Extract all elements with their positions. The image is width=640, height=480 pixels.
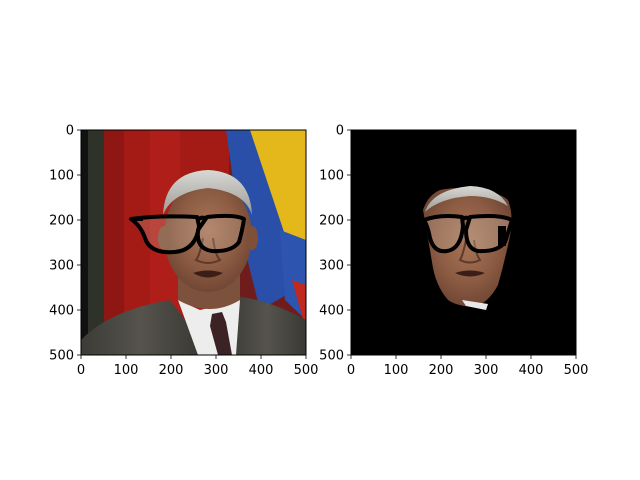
y-tick-label-left: 0 xyxy=(66,124,74,139)
x-tick-label-left: 0 xyxy=(77,363,85,378)
x-tick-label-right: 0 xyxy=(347,363,355,378)
x-tick-label-left: 200 xyxy=(159,363,184,378)
y-tick-label-right: 0 xyxy=(336,124,344,139)
y-tick-label-left: 500 xyxy=(49,349,74,364)
x-tick-label-left: 500 xyxy=(294,363,319,378)
y-ticks-right: 0 100 200 300 400 500 xyxy=(319,124,351,364)
x-ticks-left: 0 100 200 300 400 500 xyxy=(77,355,319,378)
y-tick-label-left: 300 xyxy=(49,259,74,274)
y-tick-label-right: 100 xyxy=(319,169,344,184)
y-tick-label-right: 300 xyxy=(319,259,344,274)
y-tick-label-left: 100 xyxy=(49,169,74,184)
x-tick-label-left: 400 xyxy=(249,363,274,378)
x-tick-label-right: 200 xyxy=(429,363,454,378)
x-tick-label-right: 500 xyxy=(564,363,589,378)
x-tick-label-right: 300 xyxy=(474,363,499,378)
axes-frame-left xyxy=(80,129,307,356)
axes-frame-right xyxy=(350,129,577,356)
axes-original-photo: 0 100 200 300 400 500 0 100 200 300 400 500 xyxy=(49,124,318,379)
x-ticks-right: 0 100 200 300 400 500 xyxy=(347,355,589,378)
x-tick-label-right: 400 xyxy=(519,363,544,378)
segmented-face-image xyxy=(351,130,576,355)
x-tick-label-right: 100 xyxy=(384,363,409,378)
y-ticks-left: 0 100 200 300 400 500 xyxy=(49,124,81,364)
y-tick-label-right: 500 xyxy=(319,349,344,364)
y-tick-label-right: 400 xyxy=(319,304,344,319)
x-tick-label-left: 300 xyxy=(204,363,229,378)
y-tick-label-left: 200 xyxy=(49,214,74,229)
y-tick-label-left: 400 xyxy=(49,304,74,319)
x-tick-label-left: 100 xyxy=(114,363,139,378)
original-photo xyxy=(81,130,306,355)
axes-segmented-face: 0 100 200 300 400 500 0 100 200 300 400 500 xyxy=(319,124,588,379)
y-tick-label-right: 200 xyxy=(319,214,344,229)
